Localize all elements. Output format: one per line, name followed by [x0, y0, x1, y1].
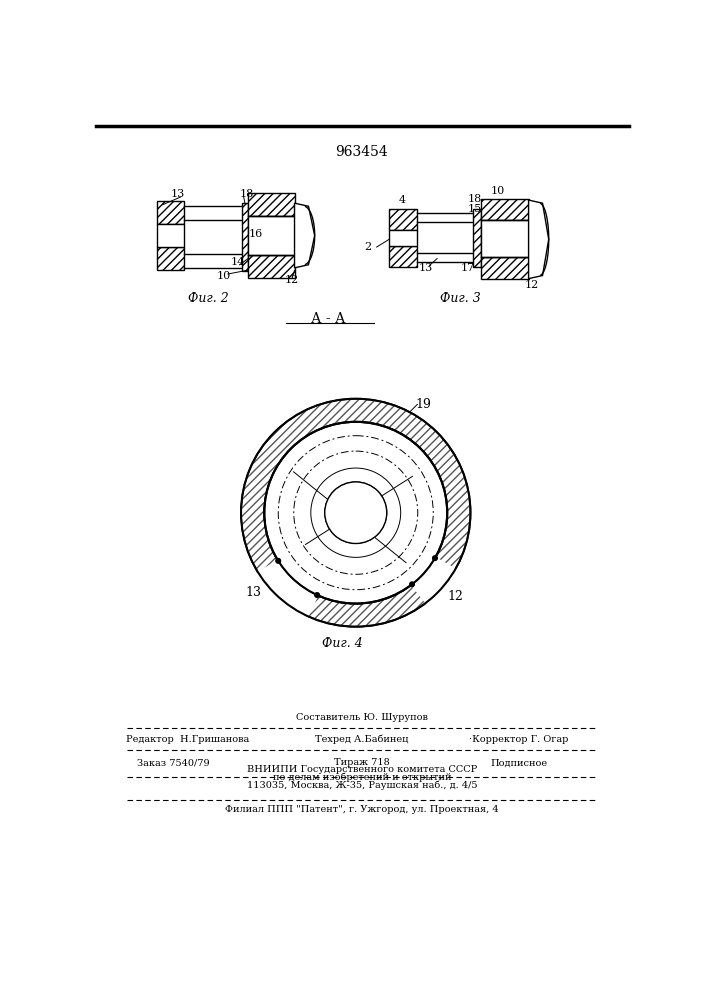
Text: Фиг. 3: Фиг. 3 [440, 292, 481, 305]
Bar [248, 216, 295, 255]
Bar [481, 220, 529, 257]
Text: ВНИИПИ Государственного комитета СССР: ВНИИПИ Государственного комитета СССР [247, 765, 477, 774]
Text: 12: 12 [447, 590, 463, 603]
Circle shape [276, 559, 281, 563]
Text: Фиг. 4: Фиг. 4 [322, 637, 363, 650]
Bar [156, 247, 185, 270]
Bar [248, 255, 295, 278]
Bar [481, 199, 529, 220]
Text: 10: 10 [491, 186, 505, 196]
Bar [389, 230, 417, 246]
Text: 18: 18 [467, 194, 481, 204]
Text: по делам изобретений и открытий: по делам изобретений и открытий [273, 773, 451, 782]
Text: Филиал ППП "Патент", г. Ужгород, ул. Проектная, 4: Филиал ППП "Патент", г. Ужгород, ул. Про… [225, 805, 498, 814]
Text: 15: 15 [468, 204, 482, 214]
Bar [156, 247, 185, 270]
Bar [242, 203, 248, 271]
Circle shape [315, 593, 320, 597]
Text: 17: 17 [461, 263, 475, 273]
Polygon shape [295, 203, 315, 268]
Text: Фиг. 2: Фиг. 2 [188, 292, 229, 305]
Wedge shape [411, 557, 457, 604]
Bar [389, 209, 417, 230]
Text: Составитель Ю. Шурупов: Составитель Ю. Шурупов [296, 713, 428, 722]
Text: 113035, Москва, Ж-35, Раушская наб., д. 4/5: 113035, Москва, Ж-35, Раушская наб., д. … [247, 781, 477, 790]
Bar [248, 255, 295, 278]
Text: 963454: 963454 [336, 145, 388, 159]
Bar [389, 246, 417, 267]
Text: Подписное: Подписное [490, 758, 547, 767]
Text: Техред А.Бабинец: Техред А.Бабинец [315, 734, 409, 744]
Bar [481, 257, 529, 279]
Text: 13: 13 [419, 263, 433, 273]
Text: ·Корректор Г. Огар: ·Корректор Г. Огар [469, 735, 568, 744]
Bar [156, 224, 185, 247]
Text: 12: 12 [284, 275, 298, 285]
Text: 18: 18 [240, 189, 254, 199]
Text: 4: 4 [399, 195, 406, 205]
Text: Тираж 718: Тираж 718 [334, 758, 390, 767]
Circle shape [410, 582, 414, 587]
Circle shape [264, 422, 448, 604]
Text: Редактор  Н.Гришанова: Редактор Н.Гришанова [126, 735, 249, 744]
Text: 10: 10 [217, 271, 231, 281]
Circle shape [325, 482, 387, 544]
Bar [156, 201, 185, 224]
Text: 2: 2 [364, 242, 371, 252]
Text: 13: 13 [246, 586, 262, 599]
Wedge shape [257, 560, 318, 618]
Bar [248, 193, 295, 216]
Wedge shape [241, 399, 470, 627]
Text: 13: 13 [170, 189, 185, 199]
Text: 12: 12 [525, 280, 539, 290]
Text: А - А: А - А [311, 312, 346, 326]
Text: Заказ 7540/79: Заказ 7540/79 [137, 758, 210, 767]
Polygon shape [529, 200, 549, 279]
Bar [156, 201, 185, 224]
Text: 19: 19 [416, 398, 431, 411]
Bar [473, 209, 481, 267]
Text: 16: 16 [249, 229, 263, 239]
Text: 14: 14 [230, 257, 245, 267]
Bar [389, 209, 417, 230]
Bar [242, 203, 248, 271]
Circle shape [433, 556, 437, 560]
Bar [481, 257, 529, 279]
Bar [473, 209, 481, 267]
Bar [481, 199, 529, 220]
Bar [389, 246, 417, 267]
Bar [248, 193, 295, 216]
